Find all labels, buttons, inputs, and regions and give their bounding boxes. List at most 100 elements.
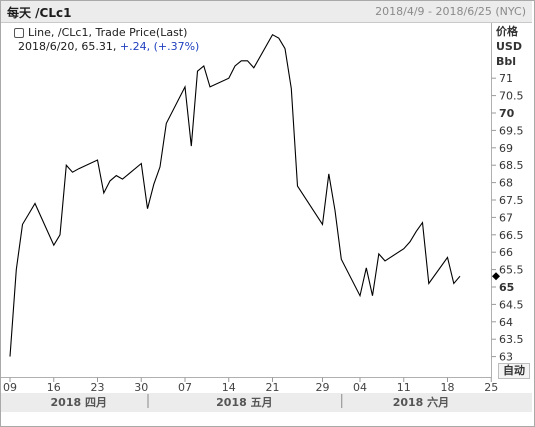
price-point xyxy=(184,86,186,88)
y-tick-label: 71 xyxy=(499,72,513,85)
y-tick-label: 70.5 xyxy=(499,90,524,103)
price-point xyxy=(165,122,167,124)
x-tick-label: 07 xyxy=(178,381,192,394)
y-axis-header: 价格 USD Bbl xyxy=(496,24,522,69)
legend-date-value: 2018/6/20, 65.31, xyxy=(18,40,120,53)
price-point xyxy=(334,209,336,211)
price-point xyxy=(28,213,30,215)
y-axis-header-unit: Bbl xyxy=(496,55,517,68)
price-point xyxy=(278,37,280,39)
price-point xyxy=(190,145,192,147)
x-tick-label: 11 xyxy=(397,381,411,394)
price-point xyxy=(271,34,273,36)
price-point xyxy=(109,180,111,182)
legend-change: +.24, (+.37%) xyxy=(119,40,200,53)
price-point xyxy=(428,282,430,284)
price-point xyxy=(290,87,292,89)
y-tick-label: 66.5 xyxy=(499,229,524,242)
price-point xyxy=(240,60,242,62)
price-point xyxy=(115,174,117,176)
y-axis-header-price: 价格 xyxy=(496,25,518,38)
x-tick-label: 18 xyxy=(441,381,455,394)
price-point xyxy=(159,166,161,168)
price-point xyxy=(446,256,448,258)
y-tick-label: 64 xyxy=(499,316,513,329)
y-tick-label: 63 xyxy=(499,351,513,364)
price-point xyxy=(321,223,323,225)
price-point xyxy=(371,295,373,297)
x-tick-label: 30 xyxy=(134,381,148,394)
price-point xyxy=(71,171,73,173)
price-point xyxy=(284,47,286,49)
price-point xyxy=(153,183,155,185)
y-tick-label: 64.5 xyxy=(499,298,524,311)
price-point xyxy=(453,282,455,284)
price-point xyxy=(9,355,11,357)
current-value-marker xyxy=(492,272,500,281)
x-tick-label: 09 xyxy=(3,381,17,394)
x-tick-label: 29 xyxy=(316,381,330,394)
price-point xyxy=(59,234,61,236)
y-tick-label: 68.5 xyxy=(499,159,524,172)
y-tick-label: 68 xyxy=(499,177,513,190)
x-tick-label: 23 xyxy=(91,381,105,394)
price-point xyxy=(359,295,361,297)
legend-series-label: Line, /CLc1, Trade Price(Last) xyxy=(28,26,188,39)
price-point xyxy=(34,202,36,204)
price-point xyxy=(121,178,123,180)
y-axis-header-currency: USD xyxy=(496,40,522,53)
price-point xyxy=(340,258,342,260)
price-point xyxy=(78,167,80,169)
price-point xyxy=(365,267,367,269)
chart-title: 每天 /CLc1 xyxy=(7,6,72,20)
y-tick-label: 70 xyxy=(499,107,515,120)
price-point xyxy=(203,65,205,67)
price-point xyxy=(328,173,330,175)
y-tick-label: 67 xyxy=(499,211,513,224)
price-point xyxy=(384,260,386,262)
x-tick-label: 14 xyxy=(222,381,236,394)
auto-scale-button[interactable]: 自动 xyxy=(498,363,530,379)
month-label: 2018 六月 xyxy=(393,395,449,409)
month-band xyxy=(1,393,532,412)
y-tick-label: 69.5 xyxy=(499,124,524,137)
chart-header: 每天 /CLc1 2018/4/9 - 2018/6/25 (NYC) xyxy=(1,1,532,23)
price-point xyxy=(296,185,298,187)
price-point xyxy=(196,70,198,72)
price-point xyxy=(53,244,55,246)
series-settings-icon[interactable] xyxy=(14,28,24,38)
month-label: 2018 五月 xyxy=(216,396,272,409)
y-tick-label: 66 xyxy=(499,246,513,259)
x-tick-label: 16 xyxy=(47,381,61,394)
price-point xyxy=(146,208,148,210)
price-point xyxy=(234,65,236,67)
y-tick-label: 67.5 xyxy=(499,194,524,207)
y-tick-label: 65.5 xyxy=(499,264,524,277)
price-line xyxy=(9,33,461,357)
chart-legend: Line, /CLc1, Trade Price(Last) 2018/6/20… xyxy=(14,26,199,54)
price-point xyxy=(415,230,417,232)
price-point xyxy=(253,67,255,69)
price-point xyxy=(459,275,461,277)
price-point xyxy=(409,241,411,243)
x-tick-label: 25 xyxy=(484,381,498,394)
price-point xyxy=(140,162,142,164)
price-point xyxy=(228,77,230,79)
price-point xyxy=(96,159,98,161)
price-point xyxy=(209,86,211,88)
price-point xyxy=(403,248,405,250)
price-point xyxy=(15,268,17,270)
y-tick-label: 63.5 xyxy=(499,333,524,346)
y-tick-label: 65 xyxy=(499,281,514,294)
price-point xyxy=(246,60,248,62)
price-point xyxy=(378,253,380,255)
price-point xyxy=(103,192,105,194)
x-tick-label: 04 xyxy=(353,381,367,394)
date-range: 2018/4/9 - 2018/6/25 (NYC) xyxy=(375,5,526,18)
price-point xyxy=(421,221,423,223)
plot-area[interactable] xyxy=(1,23,491,377)
y-tick-label: 69 xyxy=(499,142,513,155)
month-label: 2018 四月 xyxy=(51,396,107,409)
x-tick-label: 21 xyxy=(266,381,280,394)
